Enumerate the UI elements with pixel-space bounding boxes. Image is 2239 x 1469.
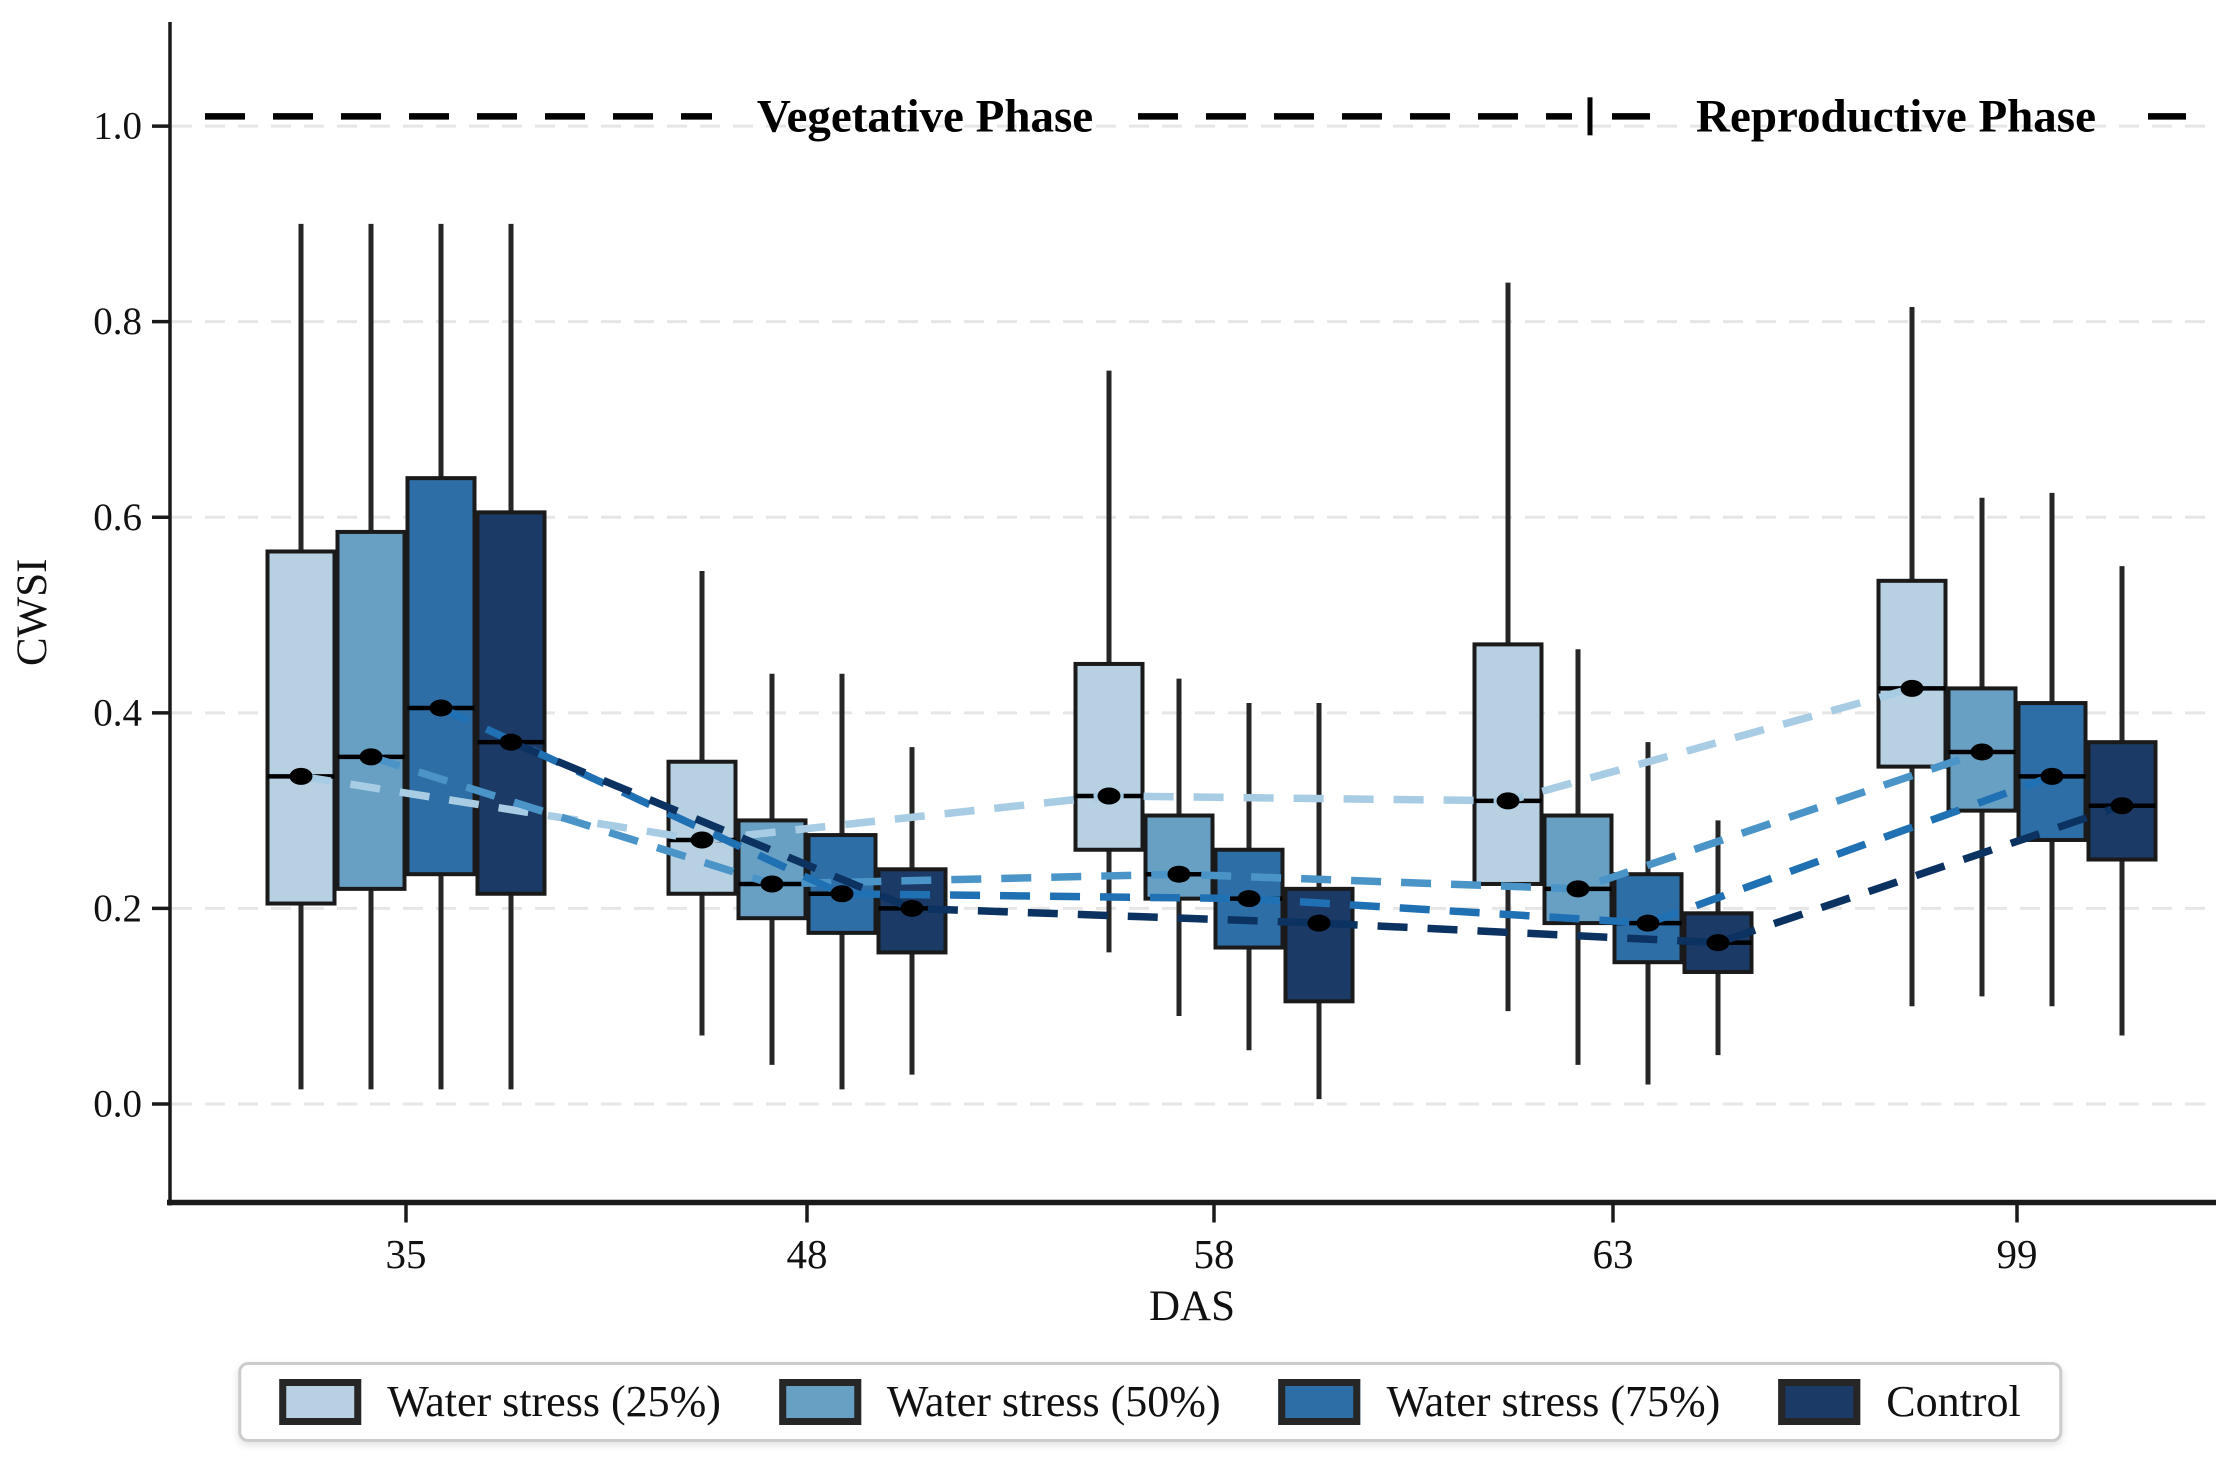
box xyxy=(475,510,547,896)
legend-swatch xyxy=(1778,1379,1861,1425)
legend-item: Control xyxy=(1778,1377,2021,1426)
box xyxy=(1876,578,1948,769)
x-axis-title: DAS xyxy=(1149,1283,1235,1330)
legend-label: Water stress (25%) xyxy=(387,1377,721,1426)
mean-dot xyxy=(1097,787,1121,805)
mean-dot xyxy=(2110,797,2134,815)
x-tick-label: 35 xyxy=(386,1231,427,1277)
y-axis-title: CWSI xyxy=(9,559,56,667)
legend-swatch xyxy=(1278,1379,1361,1425)
mean-dot xyxy=(1706,934,1730,952)
box xyxy=(666,759,738,896)
box xyxy=(335,529,407,891)
x-tick-label: 48 xyxy=(787,1231,828,1277)
x-tick-label: 99 xyxy=(1997,1231,2038,1277)
mean-dot xyxy=(359,748,383,766)
y-tick-label: 0.4 xyxy=(93,691,142,734)
mean-dot xyxy=(1237,890,1261,908)
mean-dot xyxy=(1496,792,1520,810)
reproductive-phase-label: Reproductive Phase xyxy=(1696,90,2096,142)
mean-dot xyxy=(1970,743,1994,761)
legend-swatch xyxy=(279,1379,362,1425)
box xyxy=(1542,813,1614,926)
mean-dot xyxy=(1307,914,1331,932)
legend: Water stress (25%) Water stress (50%) Wate… xyxy=(238,1362,2062,1442)
box xyxy=(405,476,477,877)
mean-dot xyxy=(289,767,313,785)
mean-dot xyxy=(1167,865,1191,883)
legend-swatch xyxy=(778,1379,861,1425)
legend-item: Water stress (75%) xyxy=(1278,1377,1721,1426)
mean-dot xyxy=(429,699,453,717)
vegetative-phase-label: Vegetative Phase xyxy=(757,90,1093,142)
box xyxy=(265,549,337,906)
y-tick-label: 1.0 xyxy=(93,105,142,148)
box xyxy=(1283,886,1355,1004)
box xyxy=(1472,642,1544,886)
legend-item: Water stress (25%) xyxy=(279,1379,721,1425)
y-tick-label: 0.6 xyxy=(93,496,142,539)
x-tick-label: 63 xyxy=(1593,1231,1634,1277)
mean-dot xyxy=(760,875,784,893)
y-tick-label: 0.2 xyxy=(93,887,142,930)
legend-label: Water stress (50%) xyxy=(886,1377,1221,1426)
y-tick-label: 0.0 xyxy=(93,1083,142,1126)
legend-item: Water stress (50%) xyxy=(778,1377,1221,1426)
mean-dot xyxy=(830,885,854,903)
mean-dot xyxy=(900,899,924,917)
mean-dot xyxy=(690,831,714,849)
mean-dot xyxy=(1636,914,1660,932)
mean-dot xyxy=(1566,880,1590,898)
legend-label: Water stress (75%) xyxy=(1386,1377,1721,1426)
mean-dot xyxy=(2040,767,2064,785)
y-tick-label: 0.8 xyxy=(93,300,142,343)
mean-dot xyxy=(1900,679,1924,697)
mean-dot xyxy=(499,733,523,751)
box xyxy=(1073,661,1145,852)
box xyxy=(1143,813,1215,901)
x-tick-label: 58 xyxy=(1194,1231,1235,1277)
legend-label: Control xyxy=(1886,1377,2021,1426)
